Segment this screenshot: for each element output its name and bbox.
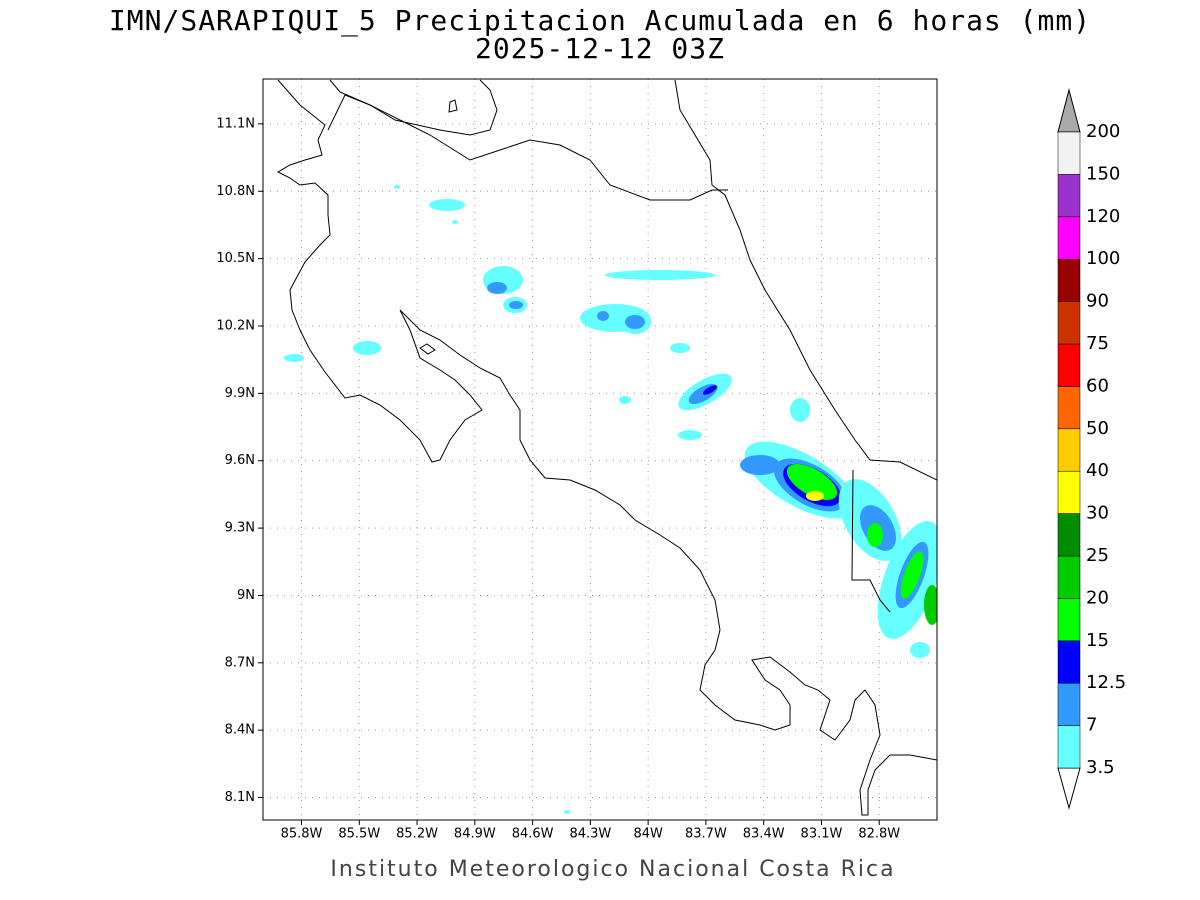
southern-border (851, 469, 891, 613)
colorbar-segment (1057, 386, 1081, 430)
colorbar-label: 30 (1086, 503, 1109, 524)
precip-area (806, 491, 824, 501)
colorbar-segment (1057, 131, 1081, 175)
island (448, 99, 458, 113)
y-tick-label: 8.1N (225, 790, 255, 805)
x-tick-label: 84.3W (569, 827, 611, 842)
lake (329, 79, 498, 136)
precip-area (487, 282, 507, 294)
colorbar-label: 25 (1086, 545, 1109, 566)
colorbar-label: 150 (1086, 163, 1120, 184)
map-frame (262, 78, 938, 821)
pacific-coast (276, 79, 937, 816)
precip-area (740, 455, 780, 475)
colorbar-label: 75 (1086, 333, 1109, 354)
y-tick-label: 8.7N (225, 655, 255, 670)
x-tick-label: 85.5W (338, 827, 380, 842)
colorbar-label: 7 (1086, 715, 1097, 736)
colorbar: 3.5 7 12.5 15 20 25 30 40 50 60 75 90 100 120 150 200 (1057, 88, 1126, 810)
precip-area (619, 396, 631, 404)
colorbar-label: 50 (1086, 418, 1109, 439)
colorbar-label: 3.5 (1086, 757, 1115, 778)
precip-area (394, 185, 400, 189)
x-tick-label: 85.8W (281, 827, 323, 842)
colorbar-segment (1057, 216, 1081, 260)
precip-area (625, 315, 645, 329)
precip-area (452, 220, 458, 224)
precip-area (702, 385, 718, 395)
colorbar-segment (1057, 470, 1081, 514)
subtitle: 2025-12-12 03Z (475, 32, 725, 65)
colorbar-segment (1057, 725, 1081, 769)
y-tick-label: 10.2N (216, 319, 255, 334)
precip-area (597, 311, 609, 321)
colorbar-label: 20 (1086, 587, 1109, 608)
colorbar-segment (1057, 428, 1081, 472)
x-tick-label: 85.2W (396, 827, 438, 842)
precip-area (678, 430, 702, 440)
precip-area (900, 551, 924, 599)
colorbar-label: 90 (1086, 291, 1109, 312)
precip-area (910, 642, 930, 658)
title: IMN/SARAPIQUI_5 Precipitacion Acumulada … (109, 4, 1091, 38)
colorbar-segment (1057, 174, 1081, 218)
colorbar-segment (1057, 555, 1081, 599)
y-tick-label: 8.4N (225, 723, 255, 738)
colorbar-segment (1057, 301, 1081, 345)
x-tick-label: 84.9W (454, 827, 496, 842)
colorbar-segment (1057, 682, 1081, 726)
x-tick-label: 83.7W (685, 827, 727, 842)
island (419, 343, 436, 355)
y-tick-label: 9.6N (225, 453, 255, 468)
x-tick-label: 84W (633, 827, 663, 842)
precip-area (564, 810, 570, 814)
colorbar-label: 100 (1086, 248, 1120, 269)
colorbar-segment (1057, 598, 1081, 642)
colorbar-label: 120 (1086, 206, 1120, 227)
precip-area (670, 343, 690, 353)
colorbar-label: 40 (1086, 460, 1109, 481)
colorbar-label: 60 (1086, 375, 1109, 396)
y-tick-label: 10.8N (216, 184, 255, 199)
coastlines (276, 79, 937, 816)
x-tick-label: 83.1W (801, 827, 843, 842)
footer: Instituto Meteorologico Nacional Costa R… (330, 857, 895, 882)
x-tick-label: 83.4W (743, 827, 785, 842)
northern-border (327, 94, 728, 201)
colorbar-segment (1057, 640, 1081, 684)
colorbar-label: 12.5 (1086, 672, 1126, 693)
precip-area (867, 523, 883, 547)
colorbar-segment (1057, 258, 1081, 302)
precip-area (790, 398, 810, 422)
colorbar-label: 200 (1086, 121, 1120, 142)
colorbar-segment (1057, 513, 1081, 557)
precipitation-field (284, 185, 937, 814)
colorbar-label: 15 (1086, 630, 1109, 651)
y-tick-label: 9N (237, 588, 255, 603)
colorbar-below (1057, 767, 1081, 810)
precip-area (924, 585, 937, 625)
precip-area (284, 354, 304, 362)
precip-area (786, 464, 838, 500)
precip-area (353, 341, 381, 355)
caribbean-coast (674, 79, 937, 481)
y-tick-label: 9.9N (225, 386, 255, 401)
colorbar-above (1057, 88, 1081, 133)
y-tick-label: 11.1N (216, 116, 255, 131)
precip-area (509, 301, 523, 309)
precip-area (605, 270, 715, 280)
y-tick-label: 10.5N (216, 251, 255, 266)
precip-area (429, 199, 465, 211)
grid (263, 79, 937, 820)
y-tick-label: 9.3N (225, 521, 255, 536)
colorbar-segment (1057, 343, 1081, 387)
x-tick-label: 84.6W (512, 827, 554, 842)
x-tick-label: 82.8W (858, 827, 900, 842)
